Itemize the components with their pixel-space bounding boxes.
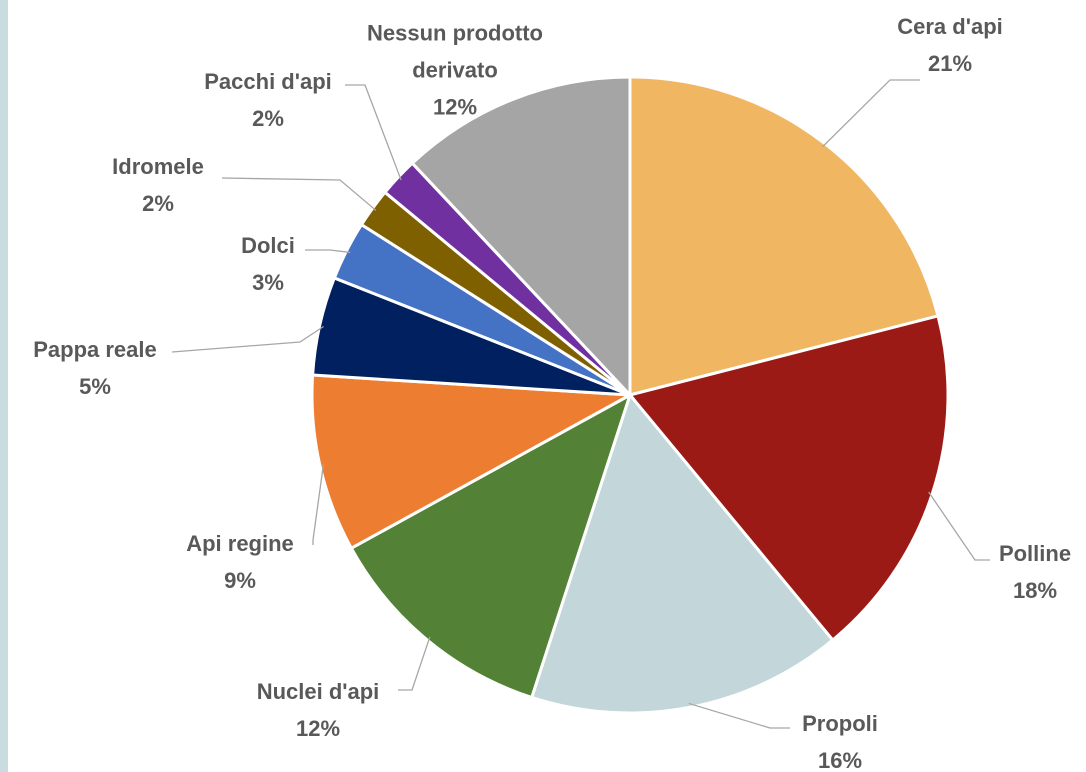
value-label: 16% <box>817 748 863 772</box>
pie-slice <box>349 393 632 699</box>
data-label: Idromele 2% <box>58 148 258 222</box>
leader-line <box>821 79 920 148</box>
pie-slice <box>310 373 632 550</box>
value-label: 5% <box>79 374 111 399</box>
data-label: Nessun prodotto derivato 12% <box>340 15 570 126</box>
leader-line <box>221 177 377 211</box>
category-label: Dolci <box>241 233 295 258</box>
leader-line <box>688 702 790 729</box>
side-strip <box>0 0 8 772</box>
category-label: Idromele <box>112 154 204 179</box>
leader-line <box>171 325 324 353</box>
category-label: Cera d'api <box>897 14 1003 39</box>
value-label: 21% <box>927 51 973 76</box>
category-label: Propoli <box>802 711 878 736</box>
pie-slice <box>410 75 632 397</box>
value-label: 3% <box>252 270 284 295</box>
data-label: Propoli 16% <box>740 705 940 772</box>
category-label: Polline <box>998 541 1072 566</box>
leader-line <box>312 463 325 545</box>
value-label: 12% <box>295 716 341 741</box>
value-label: 18% <box>1012 578 1058 603</box>
pie-slice <box>530 393 835 715</box>
data-label: Polline 18% <box>935 535 1086 609</box>
data-label: Pappa reale 5% <box>0 331 195 405</box>
leader-line <box>305 249 351 254</box>
category-label: Nuclei d'api <box>256 679 380 704</box>
value-label: 9% <box>224 568 256 593</box>
data-label: Nuclei d'api 12% <box>218 673 418 747</box>
value-label: 2% <box>142 191 174 216</box>
value-label: 12% <box>432 94 478 120</box>
category-label: Pacchi d'api <box>204 69 332 94</box>
data-label: Cera d'api 21% <box>850 8 1050 82</box>
value-label: 2% <box>252 106 284 131</box>
leader-line <box>928 491 990 561</box>
leader-line <box>398 636 431 691</box>
category-label: Pappa reale <box>33 337 157 362</box>
pie-slice <box>628 314 950 642</box>
data-label: Dolci 3% <box>168 227 368 301</box>
category-label: Api regine <box>186 531 294 556</box>
data-label: Api regine 9% <box>140 525 340 599</box>
data-label: Pacchi d'api 2% <box>168 63 368 137</box>
leader-line <box>345 84 402 181</box>
category-label: Nessun prodotto derivato <box>367 20 543 83</box>
